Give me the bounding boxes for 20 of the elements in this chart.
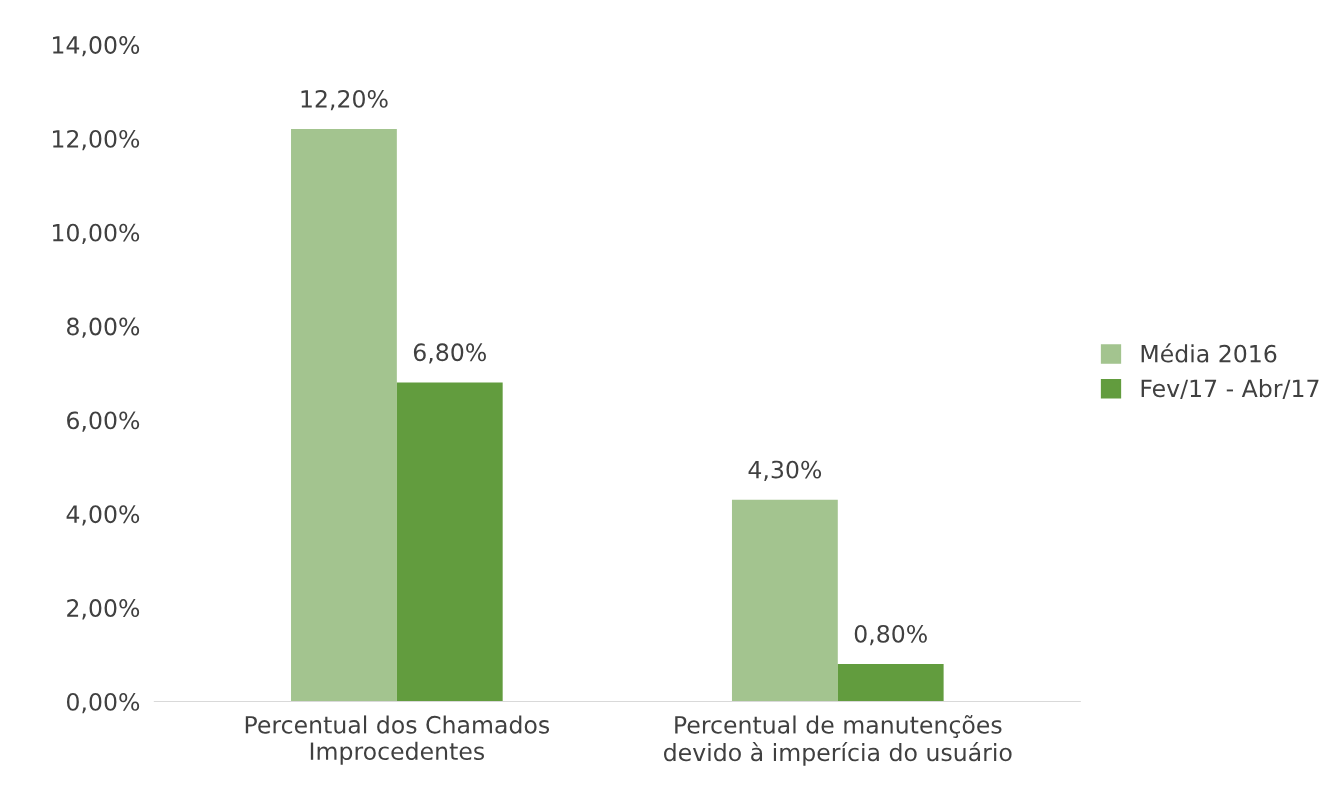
bar — [396, 382, 503, 702]
y-tick-label: 2,00% — [67, 599, 140, 620]
data-label: 0,80% — [854, 624, 927, 646]
x-tick-label: Percentual dos Chamados Improcedentes — [245, 715, 550, 765]
bar — [291, 129, 397, 702]
y-tick-label: 12,00% — [53, 129, 140, 151]
y-tick-label: 8,00% — [67, 317, 140, 338]
y-tick-label: 0,00% — [66, 692, 140, 714]
legend-label: Fev/17 - Abr/17 — [1141, 378, 1319, 400]
data-label: 12,20% — [301, 89, 388, 111]
bar — [731, 499, 838, 702]
legend-label: Média 2016 — [1141, 343, 1277, 363]
y-tick-label: 14,00% — [53, 36, 140, 57]
data-label: 4,30% — [748, 460, 822, 481]
y-tick-label: 10,00% — [53, 223, 140, 245]
y-tick-label: 6,00% — [67, 411, 140, 432]
data-label: 6,80% — [413, 343, 486, 364]
y-tick-label: 4,00% — [66, 505, 140, 526]
x-tick-label: Percentual de manutenções devido à imperícia do usuário — [664, 715, 1012, 766]
bar — [837, 663, 944, 702]
